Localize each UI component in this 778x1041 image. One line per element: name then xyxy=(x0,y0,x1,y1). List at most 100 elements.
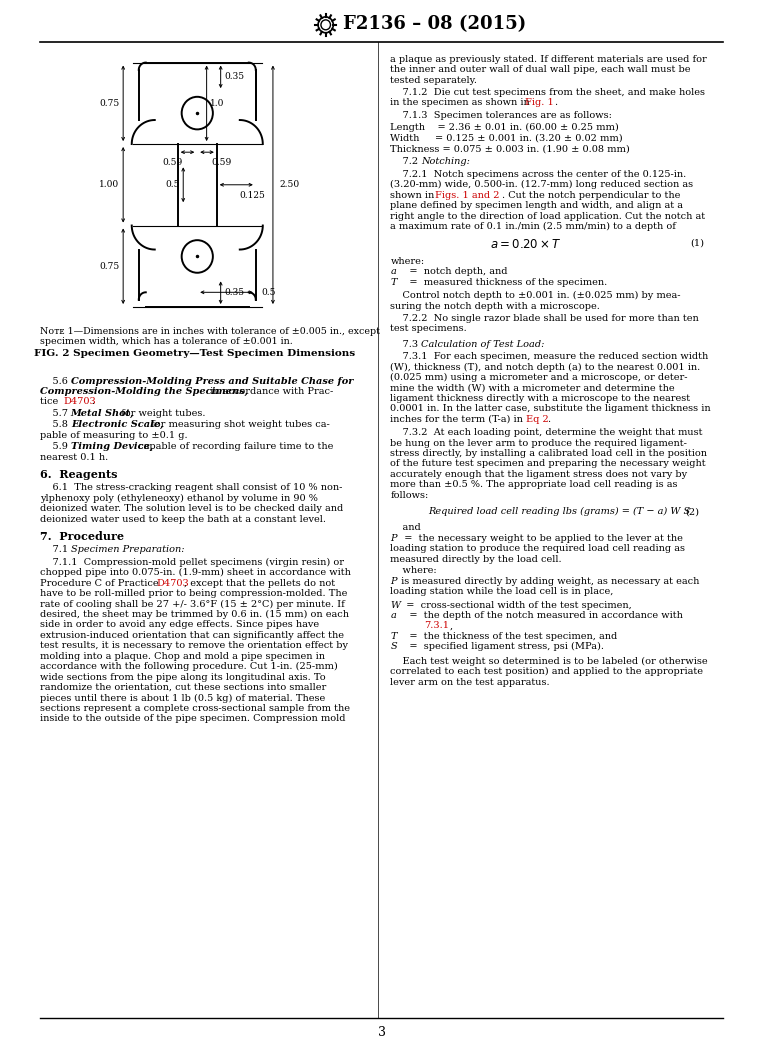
Text: .: . xyxy=(548,414,551,424)
Text: 7.1.2  Die cut test specimens from the sheet, and make holes: 7.1.2 Die cut test specimens from the sh… xyxy=(391,87,706,97)
Text: 1.0: 1.0 xyxy=(210,99,225,108)
Text: Electronic Scale,: Electronic Scale, xyxy=(71,421,163,429)
Text: ylphenoxy poly (ethyleneoxy) ethanol by volume in 90 %: ylphenoxy poly (ethyleneoxy) ethanol by … xyxy=(40,493,318,503)
Text: 0.0001 in. In the latter case, substitute the ligament thickness in: 0.0001 in. In the latter case, substitut… xyxy=(391,404,711,413)
Text: 7.3: 7.3 xyxy=(391,339,425,349)
Text: in accordance with Prac-: in accordance with Prac- xyxy=(207,387,333,396)
Text: test specimens.: test specimens. xyxy=(391,325,467,333)
Text: a: a xyxy=(391,611,396,620)
Text: Eq 2: Eq 2 xyxy=(527,414,549,424)
Text: T: T xyxy=(391,278,397,286)
Text: Length    = 2.36 ± 0.01 in. (60.00 ± 0.25 mm): Length = 2.36 ± 0.01 in. (60.00 ± 0.25 m… xyxy=(391,123,619,132)
Text: 0.5: 0.5 xyxy=(165,180,180,189)
Text: .: . xyxy=(91,398,94,406)
Text: plane defined by specimen length and width, and align at a: plane defined by specimen length and wid… xyxy=(391,201,683,210)
Text: 0.35: 0.35 xyxy=(225,72,244,81)
Text: 7.2.2  No single razor blade shall be used for more than ten: 7.2.2 No single razor blade shall be use… xyxy=(391,314,699,323)
Text: 7.3.1: 7.3.1 xyxy=(424,621,449,631)
Text: accurately enough that the ligament stress does not vary by: accurately enough that the ligament stre… xyxy=(391,469,688,479)
Text: S: S xyxy=(391,642,397,652)
Text: W: W xyxy=(391,601,401,610)
Text: shown in: shown in xyxy=(391,191,438,200)
Text: Metal Shot,: Metal Shot, xyxy=(71,409,135,417)
Text: =  specified ligament stress, psi (MPa).: = specified ligament stress, psi (MPa). xyxy=(400,642,604,652)
Text: correlated to each test position) and applied to the appropriate: correlated to each test position) and ap… xyxy=(391,667,703,677)
Text: 0.59: 0.59 xyxy=(212,158,232,168)
Text: , except that the pellets do not: , except that the pellets do not xyxy=(184,579,335,588)
Text: specimen width, which has a tolerance of ±0.001 in.: specimen width, which has a tolerance of… xyxy=(40,337,293,346)
Text: 0.125: 0.125 xyxy=(239,191,265,200)
Text: 6.1  The stress-cracking reagent shall consist of 10 % non-: 6.1 The stress-cracking reagent shall co… xyxy=(40,483,342,492)
Text: wide sections from the pipe along its longitudinal axis. To: wide sections from the pipe along its lo… xyxy=(40,672,326,682)
Text: lever arm on the test apparatus.: lever arm on the test apparatus. xyxy=(391,678,550,686)
Text: =  the necessary weight to be applied to the lever at the: = the necessary weight to be applied to … xyxy=(398,534,683,543)
Text: extrusion-induced orientation that can significantly affect the: extrusion-induced orientation that can s… xyxy=(40,631,345,640)
Text: molding into a plaque. Chop and mold a pipe specimen in: molding into a plaque. Chop and mold a p… xyxy=(40,652,325,661)
Text: 7.  Procedure: 7. Procedure xyxy=(40,531,124,542)
Text: capable of recording failure time to the: capable of recording failure time to the xyxy=(135,442,334,451)
Text: T: T xyxy=(391,632,397,641)
Text: pieces until there is about 1 lb (0.5 kg) of material. These: pieces until there is about 1 lb (0.5 kg… xyxy=(40,693,325,703)
Text: 7.1.1  Compression-mold pellet specimens (virgin resin) or: 7.1.1 Compression-mold pellet specimens … xyxy=(40,558,345,567)
Text: loading station to produce the required load cell reading as: loading station to produce the required … xyxy=(391,544,685,554)
Text: Required load cell reading lbs (grams) = (T − a) W S: Required load cell reading lbs (grams) =… xyxy=(429,507,691,516)
Text: Figs. 1 and 2: Figs. 1 and 2 xyxy=(435,191,499,200)
Text: rate of cooling shall be 27 +/- 3.6°F (15 ± 2°C) per minute. If: rate of cooling shall be 27 +/- 3.6°F (1… xyxy=(40,600,345,609)
Text: FIG. 2 Specimen Geometry—Test Specimen Dimensions: FIG. 2 Specimen Geometry—Test Specimen D… xyxy=(34,349,355,358)
Text: 5.7: 5.7 xyxy=(40,409,75,417)
Text: test results, it is necessary to remove the orientation effect by: test results, it is necessary to remove … xyxy=(40,641,349,651)
Text: have to be roll-milled prior to being compression-molded. The: have to be roll-milled prior to being co… xyxy=(40,589,348,599)
Text: mine the width (W) with a micrometer and determine the: mine the width (W) with a micrometer and… xyxy=(391,383,675,392)
Text: 0.35: 0.35 xyxy=(225,288,244,298)
Text: for weight tubes.: for weight tubes. xyxy=(118,409,206,417)
Text: nearest 0.1 h.: nearest 0.1 h. xyxy=(40,453,109,461)
Text: 2.50: 2.50 xyxy=(279,180,300,189)
Text: accordance with the following procedure. Cut 1-in. (25-mm): accordance with the following procedure.… xyxy=(40,662,338,671)
Text: (0.025 mm) using a micrometer and a microscope, or deter-: (0.025 mm) using a micrometer and a micr… xyxy=(391,373,688,382)
Text: where:: where: xyxy=(391,566,437,576)
Text: =  notch depth, and: = notch depth, and xyxy=(400,268,507,276)
Text: ligament thickness directly with a microscope to the nearest: ligament thickness directly with a micro… xyxy=(391,393,691,403)
Text: and: and xyxy=(391,523,421,532)
Text: where:: where: xyxy=(391,257,425,265)
Text: 5.8: 5.8 xyxy=(40,421,75,429)
Text: Compression-Molding Press and Suitable Chase for: Compression-Molding Press and Suitable C… xyxy=(71,377,353,385)
Text: ,: , xyxy=(450,621,453,631)
Text: Specimen Preparation:: Specimen Preparation: xyxy=(71,545,184,555)
Text: randomize the orientation, cut these sections into smaller: randomize the orientation, cut these sec… xyxy=(40,683,327,692)
Text: in the specimen as shown in: in the specimen as shown in xyxy=(391,98,533,107)
Text: 7.2: 7.2 xyxy=(391,157,425,167)
Text: 5.6: 5.6 xyxy=(40,377,75,385)
Text: right angle to the direction of load application. Cut the notch at: right angle to the direction of load app… xyxy=(391,211,706,221)
Text: 0.75: 0.75 xyxy=(99,99,119,108)
Text: 7.3.2  At each loading point, determine the weight that must: 7.3.2 At each loading point, determine t… xyxy=(391,428,703,437)
Text: 7.1.3  Specimen tolerances are as follows:: 7.1.3 Specimen tolerances are as follows… xyxy=(391,110,612,120)
Text: Notching:: Notching: xyxy=(421,157,470,167)
Text: . Cut the notch perpendicular to the: . Cut the notch perpendicular to the xyxy=(502,191,680,200)
Text: a maximum rate of 0.1 in./min (2.5 mm/min) to a depth of: a maximum rate of 0.1 in./min (2.5 mm/mi… xyxy=(391,222,676,231)
Text: pable of measuring to ±0.1 g.: pable of measuring to ±0.1 g. xyxy=(40,431,188,439)
Text: 5.9: 5.9 xyxy=(40,442,75,451)
Text: .: . xyxy=(554,98,557,107)
Text: Fig. 1: Fig. 1 xyxy=(524,98,553,107)
Text: Compression-Molding the Specimens,: Compression-Molding the Specimens, xyxy=(40,387,248,396)
Text: 0.5: 0.5 xyxy=(261,287,276,297)
Text: a plaque as previously stated. If different materials are used for: a plaque as previously stated. If differ… xyxy=(391,54,707,64)
Text: side in order to avoid any edge effects. Since pipes have: side in order to avoid any edge effects.… xyxy=(40,620,320,630)
Text: stress directly, by installing a calibrated load cell in the position: stress directly, by installing a calibra… xyxy=(391,449,707,458)
Text: 6.  Reagents: 6. Reagents xyxy=(40,468,117,480)
Text: Nᴏᴛᴇ 1—Dimensions are in inches with tolerance of ±0.005 in., except: Nᴏᴛᴇ 1—Dimensions are in inches with tol… xyxy=(40,327,380,336)
Text: Thickness = 0.075 ± 0.003 in. (1.90 ± 0.08 mm): Thickness = 0.075 ± 0.003 in. (1.90 ± 0.… xyxy=(391,144,630,153)
Text: measured directly by the load cell.: measured directly by the load cell. xyxy=(391,555,562,564)
Text: inside to the outside of the pipe specimen. Compression mold: inside to the outside of the pipe specim… xyxy=(40,714,345,723)
Text: (1): (1) xyxy=(690,238,704,248)
Text: =  the depth of the notch measured in accordance with: = the depth of the notch measured in acc… xyxy=(400,611,683,620)
Text: 7.2.1  Notch specimens across the center of the 0.125-in.: 7.2.1 Notch specimens across the center … xyxy=(391,170,687,179)
Text: (W), thickness (T), and notch depth (a) to the nearest 0.001 in.: (W), thickness (T), and notch depth (a) … xyxy=(391,362,701,372)
Text: =  cross-sectional width of the test specimen,: = cross-sectional width of the test spec… xyxy=(400,601,632,610)
Text: Width     = 0.125 ± 0.001 in. (3.20 ± 0.02 mm): Width = 0.125 ± 0.001 in. (3.20 ± 0.02 m… xyxy=(391,133,623,143)
Text: $a = 0.20 \times T$: $a = 0.20 \times T$ xyxy=(490,238,562,252)
Text: Procedure C of Practice: Procedure C of Practice xyxy=(40,579,162,588)
Text: follows:: follows: xyxy=(391,490,429,500)
Text: (3.20-mm) wide, 0.500-in. (12.7-mm) long reduced section as: (3.20-mm) wide, 0.500-in. (12.7-mm) long… xyxy=(391,180,693,189)
